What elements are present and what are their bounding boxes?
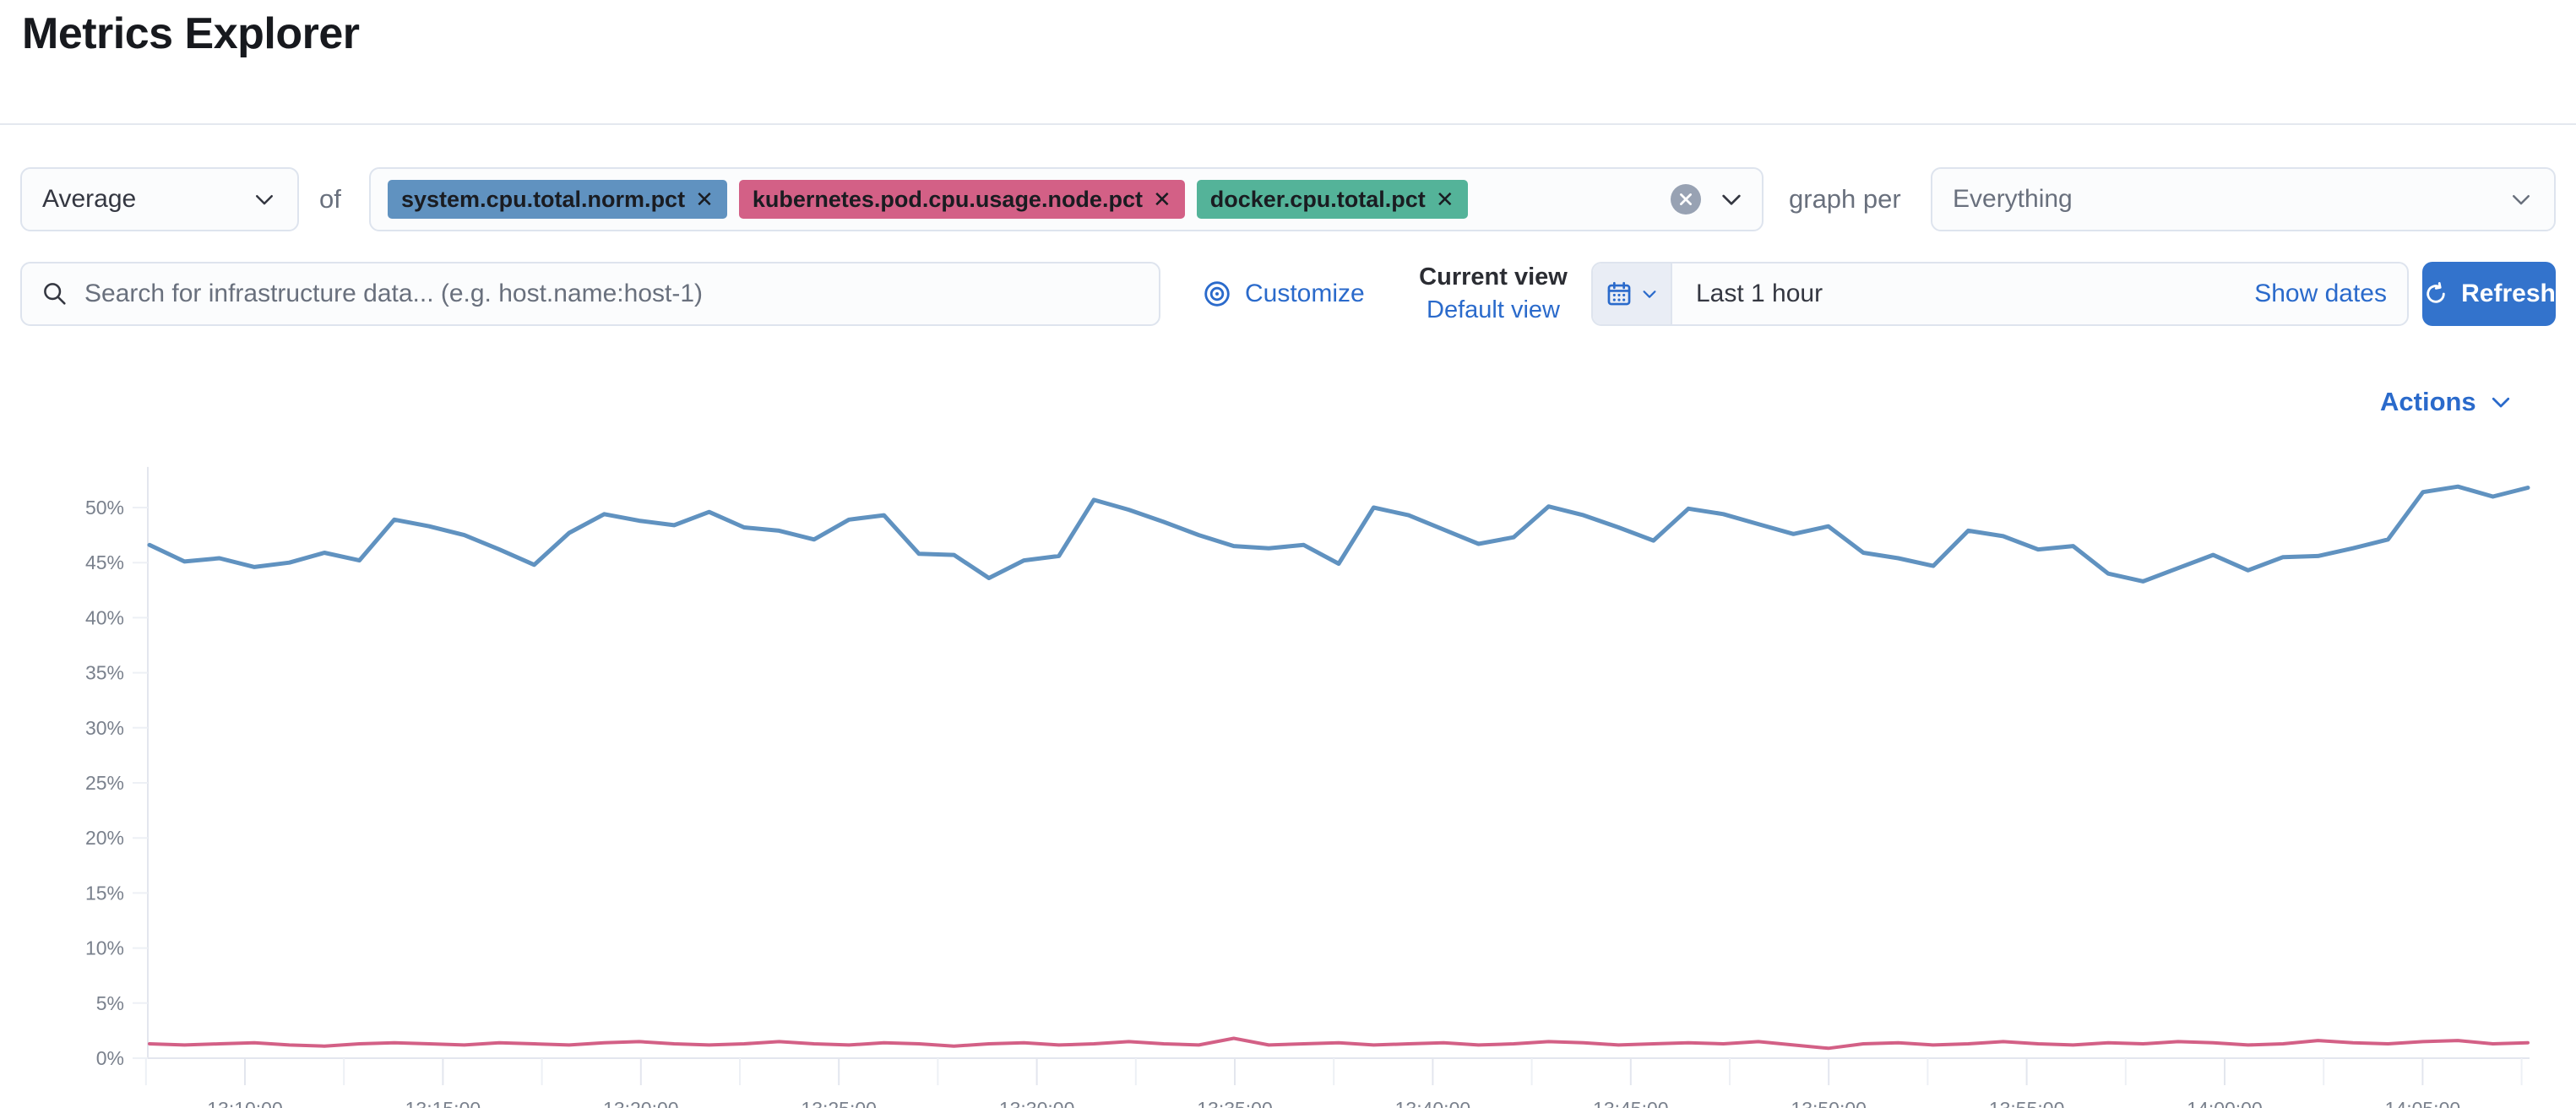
refresh-button[interactable]: Refresh	[2422, 262, 2556, 326]
chart-axes: 0% 5% 10% 15% 20% 25% 30% 35% 40% 45% 50% 13:10:00 1…	[85, 466, 2530, 1108]
chevron-down-icon[interactable]	[1718, 186, 1745, 213]
search-icon	[44, 283, 66, 305]
x-tick-label: 13:25:00	[801, 1098, 877, 1108]
aggregation-value: Average	[42, 185, 137, 213]
metric-badge-label: system.cpu.total.norm.pct	[401, 186, 686, 212]
x-tick-label: 13:20:00	[603, 1098, 679, 1108]
chevron-down-icon	[2492, 397, 2509, 408]
x-tick-label: 13:55:00	[1989, 1098, 2065, 1108]
series-line-0	[147, 484, 2530, 584]
group-by-select[interactable]: Everything	[1931, 167, 2556, 231]
metric-badge-label: kubernetes.pod.cpu.usage.node.pct	[752, 186, 1143, 212]
y-tick-label: 20%	[85, 827, 124, 849]
refresh-label: Refresh	[2461, 280, 2556, 307]
x-tick-label: 14:00:00	[2187, 1098, 2263, 1108]
x-tick-label: 13:15:00	[405, 1098, 481, 1108]
chevron-down-icon	[2513, 195, 2530, 205]
of-label: of	[319, 184, 341, 214]
chevron-down-icon	[256, 195, 273, 205]
x-tick-label: 13:35:00	[1197, 1098, 1273, 1108]
x-tick-label: 13:50:00	[1791, 1098, 1867, 1108]
y-tick-label: 30%	[85, 717, 124, 739]
aggregation-select[interactable]: Average	[20, 167, 299, 231]
refresh-icon	[2427, 282, 2445, 303]
view-picker: Current view Default view	[1409, 258, 1578, 329]
y-tick-label: 25%	[85, 772, 124, 794]
y-tick-label: 5%	[96, 992, 124, 1014]
x-tick-label: 13:45:00	[1593, 1098, 1669, 1108]
x-tick-label: 13:10:00	[207, 1098, 283, 1108]
group-by-value: Everything	[1953, 185, 2073, 213]
time-range-value[interactable]: Last 1 hour	[1696, 280, 1823, 307]
default-view-link[interactable]: Default view	[1427, 296, 1560, 323]
search-placeholder: Search for infrastructure data... (e.g. …	[84, 280, 704, 307]
y-tick-label: 0%	[96, 1047, 124, 1069]
remove-metric-icon[interactable]: ✕	[1435, 186, 1454, 212]
metric-badge-list: system.cpu.total.norm.pct ✕ kubernetes.pod…	[388, 180, 1671, 219]
combobox-controls	[1671, 184, 1745, 215]
customize-label: Customize	[1245, 280, 1365, 307]
current-view-label: Current view	[1419, 263, 1568, 291]
metric-badge[interactable]: kubernetes.pod.cpu.usage.node.pct ✕	[738, 180, 1185, 219]
customize-button[interactable]: Customize	[1203, 262, 1365, 326]
quick-select-button[interactable]	[1593, 263, 1672, 324]
remove-metric-icon[interactable]: ✕	[1152, 186, 1171, 212]
metric-badge[interactable]: docker.cpu.total.pct ✕	[1196, 180, 1468, 219]
header-divider	[0, 123, 2576, 125]
show-dates-button[interactable]: Show dates	[2254, 280, 2387, 307]
metrics-combobox[interactable]: system.cpu.total.norm.pct ✕ kubernetes.pod…	[369, 167, 1764, 231]
page-title: Metrics Explorer	[22, 9, 360, 58]
search-input[interactable]: Search for infrastructure data... (e.g. …	[20, 262, 1160, 326]
y-tick-label: 45%	[85, 551, 124, 573]
metric-badge-label: docker.cpu.total.pct	[1209, 186, 1426, 212]
y-tick-label: 35%	[85, 662, 124, 684]
x-tick-label: 13:40:00	[1395, 1098, 1471, 1108]
series-line-1	[148, 1036, 2530, 1051]
actions-label: Actions	[2380, 387, 2476, 416]
graph-per-label: graph per	[1789, 184, 1901, 214]
chevron-down-icon	[1643, 291, 1656, 298]
y-tick-label: 15%	[85, 882, 124, 904]
clear-metrics-button[interactable]	[1671, 184, 1701, 215]
y-tick-label: 50%	[85, 497, 124, 519]
x-tick-label: 14:05:00	[2385, 1098, 2461, 1108]
remove-metric-icon[interactable]: ✕	[695, 186, 714, 212]
y-tick-label: 40%	[85, 606, 124, 628]
y-tick-label: 10%	[85, 937, 124, 959]
time-range-picker[interactable]: Last 1 hour Show dates	[1591, 262, 2409, 326]
x-tick-label: 13:30:00	[999, 1098, 1075, 1108]
clear-x-icon	[1680, 193, 1692, 205]
metric-badge[interactable]: system.cpu.total.norm.pct ✕	[388, 180, 727, 219]
actions-menu-button[interactable]: Actions	[2380, 382, 2514, 422]
eye-icon	[1204, 281, 1230, 307]
calendar-icon	[1607, 281, 1631, 306]
metrics-chart[interactable]: 0% 5% 10% 15% 20% 25% 30% 35% 40% 45% 50% 13:10:00 1…	[0, 446, 2576, 1108]
